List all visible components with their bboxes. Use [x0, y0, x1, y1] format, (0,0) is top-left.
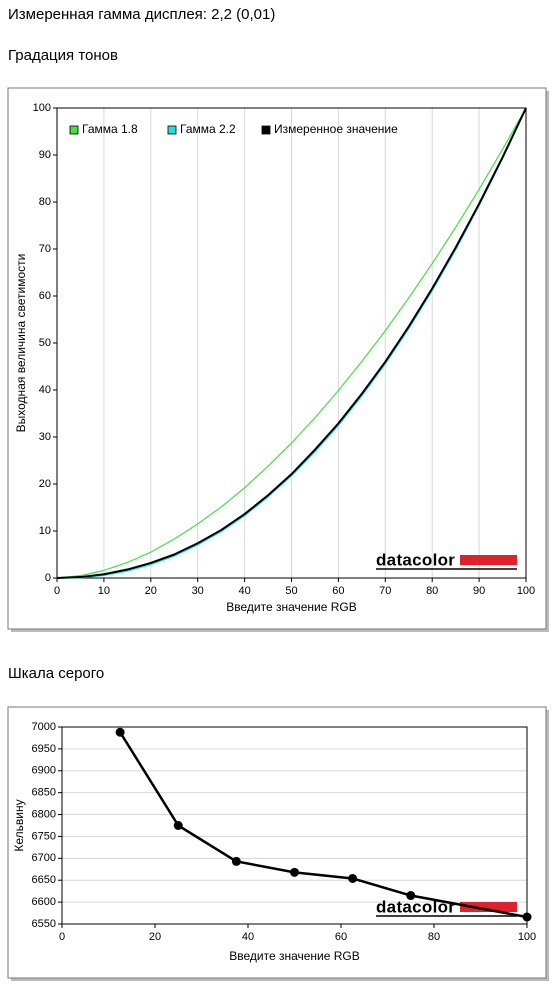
series-line	[56, 107, 527, 579]
y-tick-label: 60	[39, 290, 51, 302]
x-tick-label: 70	[379, 585, 391, 597]
x-tick-label: 0	[54, 585, 60, 597]
x-tick-label: 100	[518, 931, 536, 943]
x-tick-label: 50	[285, 585, 297, 597]
logo-text: datacolor	[376, 897, 455, 916]
y-tick-label: 40	[39, 384, 51, 396]
x-tick-label: 0	[59, 931, 65, 943]
logo-text: datacolor	[376, 550, 455, 569]
y-tick-label: 30	[39, 431, 51, 443]
x-tick-label: 10	[98, 585, 110, 597]
legend-swatch	[69, 125, 79, 135]
logo-bar	[460, 902, 517, 912]
y-tick-label: 6900	[32, 765, 56, 777]
y-tick-label: 90	[39, 149, 51, 161]
x-axis-label: Введите значение RGB	[229, 949, 360, 963]
y-tick-label: 6700	[32, 852, 56, 864]
plot-frame	[61, 726, 528, 925]
data-point	[115, 727, 125, 737]
x-tick-label: 60	[332, 585, 344, 597]
y-tick-label: 10	[39, 525, 51, 537]
data-point	[522, 912, 532, 922]
legend-swatch	[261, 125, 271, 135]
gamma-heading: Измеренная гамма дисплея: 2,2 (0,01)	[8, 6, 275, 23]
legend-swatch	[167, 125, 177, 135]
x-tick-label: 40	[238, 585, 250, 597]
y-tick-label: 6800	[32, 808, 56, 820]
x-tick-label: 20	[145, 585, 157, 597]
plot-frame	[56, 107, 527, 579]
y-axis-label: Кельвину	[12, 799, 26, 851]
section-title: Шкала серого	[8, 665, 104, 682]
y-tick-label: 7000	[32, 721, 56, 733]
x-tick-label: 100	[517, 585, 535, 597]
x-axis-label: Введите значение RGB	[226, 600, 357, 614]
series-line	[56, 107, 527, 579]
x-tick-label: 40	[242, 931, 254, 943]
y-tick-label: 6750	[32, 830, 56, 842]
legend-label: Гамма 1.8	[82, 122, 138, 136]
y-tick-label: 0	[45, 572, 51, 584]
y-tick-label: 6850	[32, 787, 56, 799]
y-tick-label: 6950	[32, 743, 56, 755]
y-tick-label: 80	[39, 196, 51, 208]
x-tick-label: 60	[335, 931, 347, 943]
y-tick-label: 20	[39, 478, 51, 490]
legend-label: Измеренное значение	[274, 122, 398, 136]
y-tick-label: 6650	[32, 874, 56, 886]
y-tick-label: 70	[39, 243, 51, 255]
x-tick-label: 80	[426, 585, 438, 597]
x-tick-label: 80	[428, 931, 440, 943]
y-tick-label: 50	[39, 337, 51, 349]
y-tick-label: 100	[33, 102, 51, 114]
plot-area	[62, 727, 527, 924]
data-point	[348, 873, 358, 883]
data-point	[231, 856, 241, 866]
x-tick-label: 30	[192, 585, 204, 597]
y-axis-label: Выходная величина светимости	[14, 254, 28, 433]
x-tick-label: 20	[149, 931, 161, 943]
y-tick-label: 6550	[32, 918, 56, 930]
data-point	[406, 891, 416, 901]
data-point	[290, 867, 299, 877]
y-tick-label: 6600	[32, 896, 56, 908]
logo-bar	[460, 555, 517, 565]
legend-label: Гамма 2.2	[180, 122, 236, 136]
x-tick-label: 90	[473, 585, 485, 597]
data-point	[173, 821, 183, 830]
section-title: Градация тонов	[8, 47, 118, 64]
